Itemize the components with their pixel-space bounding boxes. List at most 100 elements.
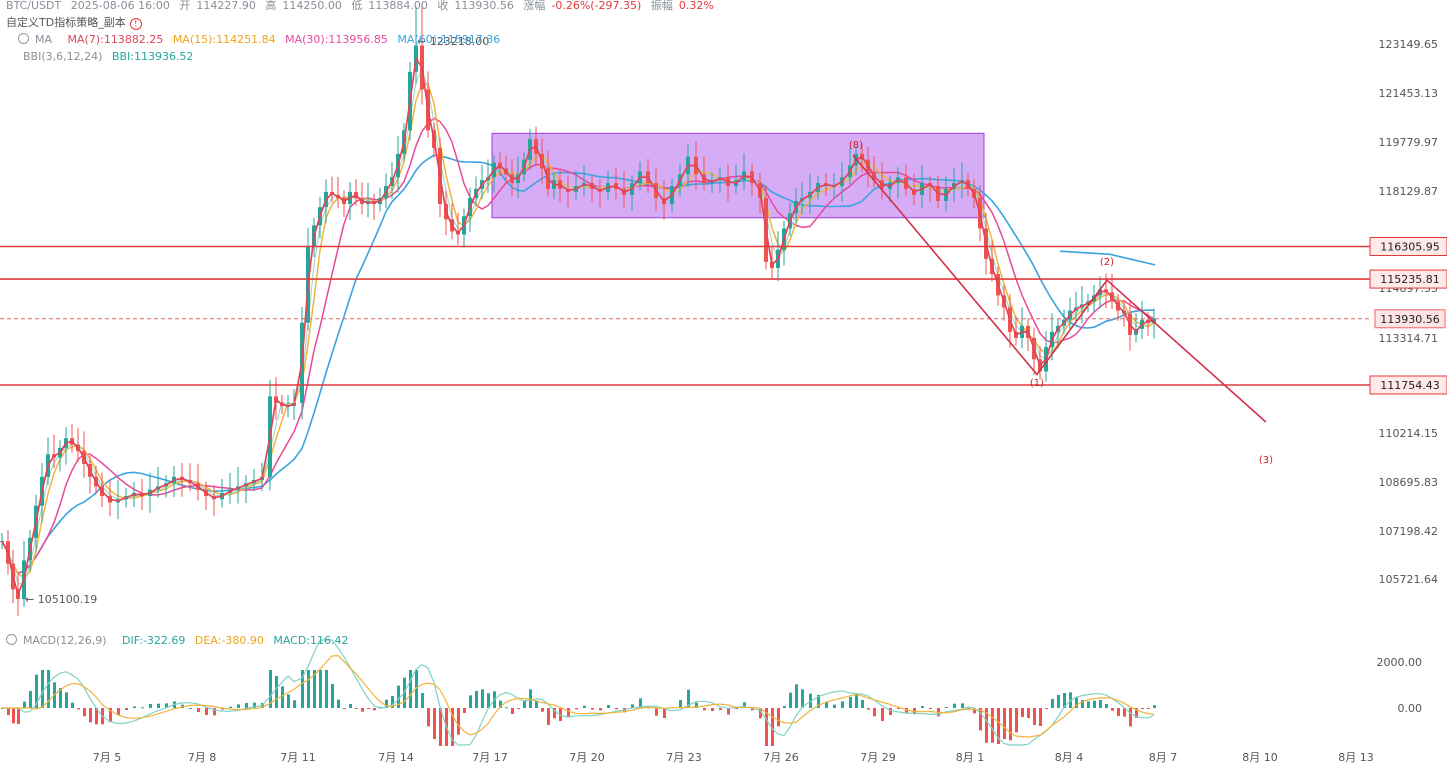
macd-bar — [1045, 708, 1048, 709]
macd-bar — [165, 703, 168, 708]
macd-bar — [319, 670, 322, 708]
macd-bar — [735, 708, 738, 709]
macd-toggle[interactable]: MACD(12,26,9) — [6, 634, 113, 647]
strategy-name[interactable]: 自定义TD指标策略_副本 — [6, 16, 126, 29]
macd-bar — [1051, 699, 1054, 708]
macd-bar — [945, 707, 948, 708]
ma-toggle[interactable]: MA — [18, 33, 58, 46]
macd-bar — [349, 704, 352, 708]
macd-bar — [1153, 705, 1156, 708]
macd-bar — [149, 704, 152, 708]
consolidation-box — [491, 132, 985, 219]
wave-label: (3) — [1259, 455, 1273, 466]
macd-bar — [639, 698, 642, 708]
macd-bar — [607, 705, 610, 708]
ma30-value: MA(30):113956.85 — [285, 33, 388, 46]
macd-bar — [783, 706, 786, 708]
ma30-line — [1, 117, 1155, 575]
macd-bar — [439, 708, 442, 746]
macd-bar — [553, 708, 556, 719]
macd-bar — [41, 670, 44, 708]
macd-bar — [109, 708, 112, 723]
macd-bar — [801, 689, 804, 708]
low-marker: ← 105100.19 — [25, 593, 97, 606]
macd-bar — [1075, 697, 1078, 708]
wave-path — [852, 154, 1267, 423]
macd-bar — [421, 693, 424, 708]
macd-bar — [751, 708, 754, 711]
price-axis-tick: 107198.42 — [1379, 525, 1439, 538]
macd-bar — [293, 700, 296, 708]
level-tag-label: 111754.43 — [1380, 379, 1440, 392]
macd-bar — [789, 692, 792, 708]
macd-bar — [795, 684, 798, 708]
ohlc-header: BTC/USDT 2025-08-06 16:00 开 114227.90 高 11… — [6, 0, 720, 13]
macd-bar — [1147, 708, 1150, 709]
amp-label: 振幅 — [650, 0, 673, 12]
macd-bar — [1117, 708, 1120, 716]
macd-bar — [463, 708, 466, 713]
macd-bar — [229, 706, 232, 708]
bbi-legend: BBI(3,6,12,24) BBI:113936.52 — [6, 50, 199, 63]
macd-axis-tick: 0.00 — [1398, 702, 1423, 715]
open-label: 开 — [179, 0, 191, 12]
macd-bar — [817, 695, 820, 708]
macd-bar — [897, 708, 900, 709]
eye-icon — [6, 634, 17, 645]
macd-bar — [833, 704, 836, 708]
low-value: 113884.00 — [368, 0, 428, 12]
macd-bar — [95, 708, 98, 725]
macd-bar — [1093, 700, 1096, 708]
date-axis-tick: 8月 13 — [1338, 751, 1374, 764]
macd-bar — [205, 708, 208, 715]
macd-bar — [991, 708, 994, 743]
macd-bar — [1141, 708, 1144, 709]
macd-bar — [125, 708, 128, 710]
macd-bar — [1099, 700, 1102, 708]
macd-bar — [1111, 708, 1114, 711]
macd-bar — [1063, 693, 1066, 708]
wave-label: (8) — [849, 140, 863, 151]
price-axis-tick: 123149.65 — [1379, 38, 1439, 51]
macd-bar — [415, 670, 418, 708]
macd-bar — [71, 702, 74, 708]
macd-bar — [1135, 708, 1138, 718]
high-marker: ← 123218.00 — [417, 35, 489, 48]
macd-bar — [343, 708, 346, 709]
macd-bar — [481, 689, 484, 708]
macd-bar — [1057, 695, 1060, 708]
date-axis-tick: 7月 20 — [569, 751, 605, 764]
macd-value: MACD:116.42 — [273, 634, 349, 647]
price-axis-tick: 105721.64 — [1379, 573, 1439, 586]
macd-bar — [221, 708, 224, 710]
date-axis-tick: 8月 7 — [1149, 751, 1178, 764]
macd-bar — [679, 700, 682, 708]
macd-panel — [1, 639, 1156, 746]
macd-bar — [825, 701, 828, 708]
macd-bar — [1015, 708, 1018, 733]
macd-bar — [727, 708, 730, 715]
bbi-line — [1, 67, 1155, 585]
info-icon[interactable]: ! — [129, 18, 142, 30]
macd-bar — [647, 707, 650, 709]
level-tag-label: 115235.81 — [1380, 273, 1440, 286]
ma7-value: MA(7):113882.25 — [67, 33, 164, 46]
macd-bar — [687, 689, 690, 708]
macd-bar — [117, 708, 120, 716]
amp-value: 0.32% — [678, 0, 714, 12]
macd-axis-tick: 2000.00 — [1377, 656, 1423, 669]
macd-bar — [133, 706, 136, 708]
bbi-title: BBI(3,6,12,24) — [23, 50, 103, 63]
macd-bar — [457, 708, 460, 735]
dif-line — [2, 639, 1155, 746]
macd-bar — [953, 703, 956, 708]
macd-bar — [759, 708, 762, 719]
high-label: 高 — [265, 0, 277, 12]
macd-bar — [929, 708, 932, 709]
level-tag — [1369, 269, 1447, 289]
date-axis-tick: 7月 29 — [860, 751, 896, 764]
macd-bar — [889, 708, 892, 715]
macd-bar — [695, 702, 698, 708]
change-value: -0.26%(-297.35) — [551, 0, 642, 12]
macd-bar — [1021, 708, 1024, 717]
